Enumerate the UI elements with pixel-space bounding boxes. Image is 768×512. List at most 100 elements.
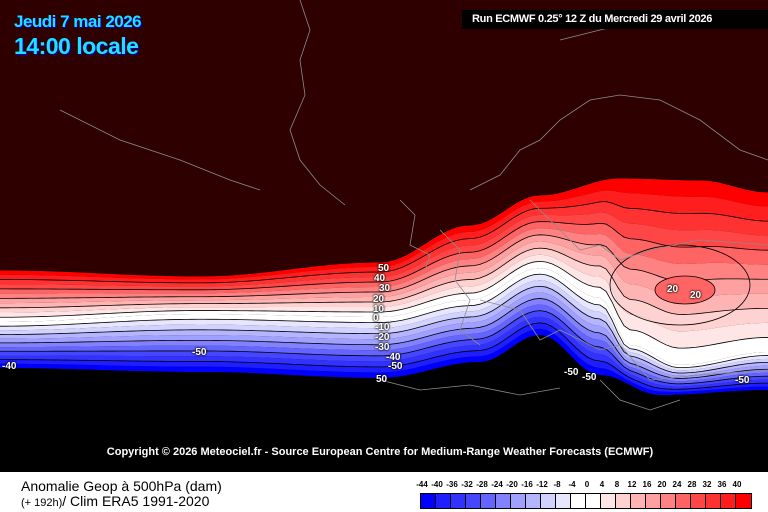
contour-label: -30 [375,342,390,353]
legend-label: 4 [599,480,605,489]
coastline [599,379,681,411]
negative-anomaly-band [0,268,768,368]
legend-label: -44 [416,480,428,489]
legend-label: 20 [657,480,667,489]
contour-label: -50 [388,361,403,372]
positive-anomaly-band [0,254,768,349]
legend-swatch [451,494,466,508]
legend-swatch [631,494,646,508]
contour-label: 40 [374,273,386,284]
positive-anomaly-band [0,241,768,315]
legend-swatch [466,494,481,508]
legend-swatch [661,494,676,508]
contour-line [0,273,768,369]
positive-anomaly-band [0,261,768,365]
anomaly-maximum [654,275,716,305]
contour-label: -40 [2,361,17,372]
legend-label: -16 [521,480,533,489]
contour-line [0,285,768,374]
legend-label: 36 [717,480,727,489]
contour-line [0,247,768,315]
color-legend [420,493,752,509]
map-subtitle: (+ 192h)/ Clim ERA5 1991-2020 [21,493,209,509]
contour-label: 20 [690,290,702,301]
legend-swatch [556,494,571,508]
contour-label: -20 [375,332,390,343]
legend-label: 40 [732,480,742,489]
coastline [289,0,346,206]
contour-line [0,260,768,349]
legend-label: 0 [584,480,590,489]
legend-label: -8 [553,480,561,489]
contour-label: 0 [373,313,379,324]
contour-label: 20 [373,294,385,305]
coastline [59,109,261,191]
negative-anomaly-band [0,274,768,371]
lead-time: (+ 192h) [21,497,63,509]
coastline [399,199,431,271]
legend-swatch [736,494,751,508]
legend-label: -12 [536,480,548,489]
climatology: / Clim ERA5 1991-2020 [62,493,210,509]
legend-swatch [571,494,586,508]
coastline [439,229,481,346]
legend-swatch [541,494,556,508]
legend-swatch [511,494,526,508]
coastline [529,199,768,261]
legend-swatch [721,494,736,508]
legend-label: -28 [476,480,488,489]
forecast-date: Jeudi 7 mai 2026 [14,12,142,31]
contour-label: -10 [375,322,390,333]
map-title: Anomalie Geop à 500hPa (dam) [21,478,222,494]
contour-line [0,234,768,299]
legend-swatch [601,494,616,508]
contour-label: -50 [735,375,750,386]
positive-anomaly-band [0,190,768,283]
low-anomaly-region [0,335,768,470]
coastline [379,379,561,396]
geopotential-anomaly-field [0,0,768,470]
contour-label: 50 [376,374,388,385]
legend-swatch [646,494,661,508]
contour-line [0,298,768,379]
contour-label: 50 [378,263,390,274]
anomaly-map: Jeudi 7 mai 2026 14:00 locale Run ECMWF … [0,0,768,470]
legend-label: 24 [672,480,682,489]
coastline [479,299,768,381]
legend-panel: Anomalie Geop à 500hPa (dam) (+ 192h)/ C… [0,470,768,512]
contour-line [0,221,768,291]
legend-label: 8 [614,480,620,489]
legend-label: 12 [627,480,637,489]
contour-line [0,201,768,284]
contour-label: 10 [373,304,385,315]
contour-line [609,244,751,326]
contour-label: -50 [582,372,597,383]
contour-label: -50 [192,347,207,358]
legend-swatch [421,494,436,508]
legend-label: -40 [431,480,443,489]
negative-anomaly-band [0,280,768,374]
contour-line [0,177,768,277]
legend-swatch [706,494,721,508]
legend-labels: -44 -40 -36 -32 -28 -24 -20 -16 -12 -8 -4 0 4 8 12 16 20… [412,480,752,492]
legend-swatch [496,494,511,508]
forecast-time: 14:00 locale [14,33,139,59]
legend-label: -36 [446,480,458,489]
legend-label: 32 [702,480,712,489]
legend-swatch [691,494,706,508]
legend-swatch [526,494,541,508]
contour-line [0,310,768,385]
contour-label: 20 [667,284,679,295]
contour-label: -40 [386,352,401,363]
legend-label: -20 [506,480,518,489]
legend-swatch [676,494,691,508]
coastline [469,94,768,191]
contour-line [0,322,768,390]
legend-label: -32 [461,480,473,489]
run-info: Run ECMWF 0.25° 12 Z du Mercredi 29 avri… [462,10,768,29]
legend-swatch [616,494,631,508]
positive-anomaly-band [0,178,768,280]
copyright: Copyright © 2026 Meteociel.fr - Source E… [106,446,654,458]
legend-swatch [586,494,601,508]
legend-swatch [481,494,496,508]
